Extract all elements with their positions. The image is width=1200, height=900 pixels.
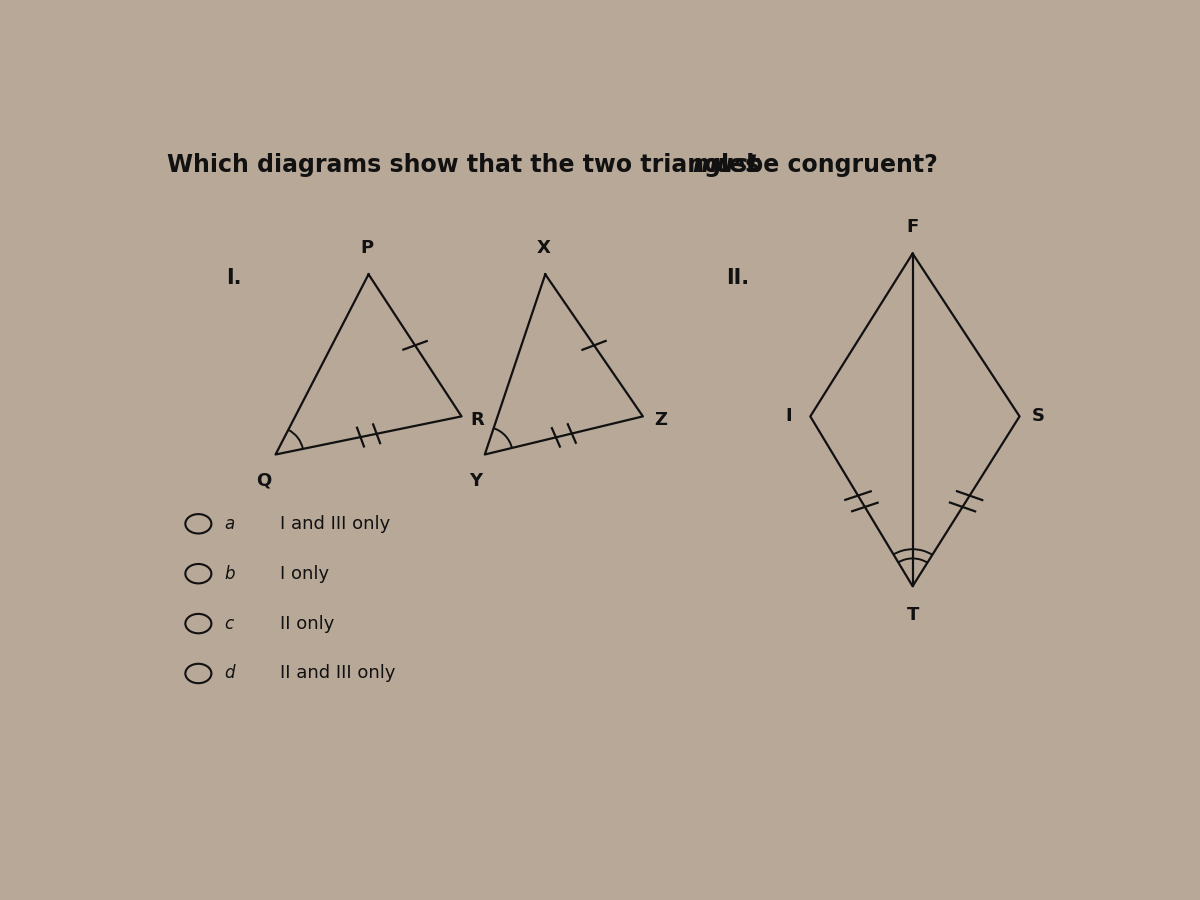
Text: must: must <box>692 153 760 176</box>
Text: P: P <box>360 239 373 257</box>
Text: I.: I. <box>227 268 241 288</box>
Text: b: b <box>224 564 235 582</box>
Text: X: X <box>536 239 551 257</box>
Text: I and III only: I and III only <box>281 515 390 533</box>
Text: S: S <box>1032 408 1045 426</box>
Text: Q: Q <box>256 472 271 490</box>
Text: a: a <box>224 515 235 533</box>
Text: II.: II. <box>727 268 750 288</box>
Text: I only: I only <box>281 564 329 582</box>
Text: T: T <box>906 606 919 624</box>
Text: II and III only: II and III only <box>281 664 396 682</box>
Text: Z: Z <box>654 410 667 428</box>
Text: R: R <box>470 410 485 428</box>
Text: F: F <box>906 218 919 236</box>
Text: Y: Y <box>469 472 482 490</box>
Text: be congruent?: be congruent? <box>738 153 937 176</box>
Text: d: d <box>224 664 235 682</box>
Text: I: I <box>785 408 792 426</box>
Text: II only: II only <box>281 615 335 633</box>
Text: Which diagrams show that the two triangles: Which diagrams show that the two triangl… <box>167 153 767 176</box>
Text: c: c <box>224 615 234 633</box>
